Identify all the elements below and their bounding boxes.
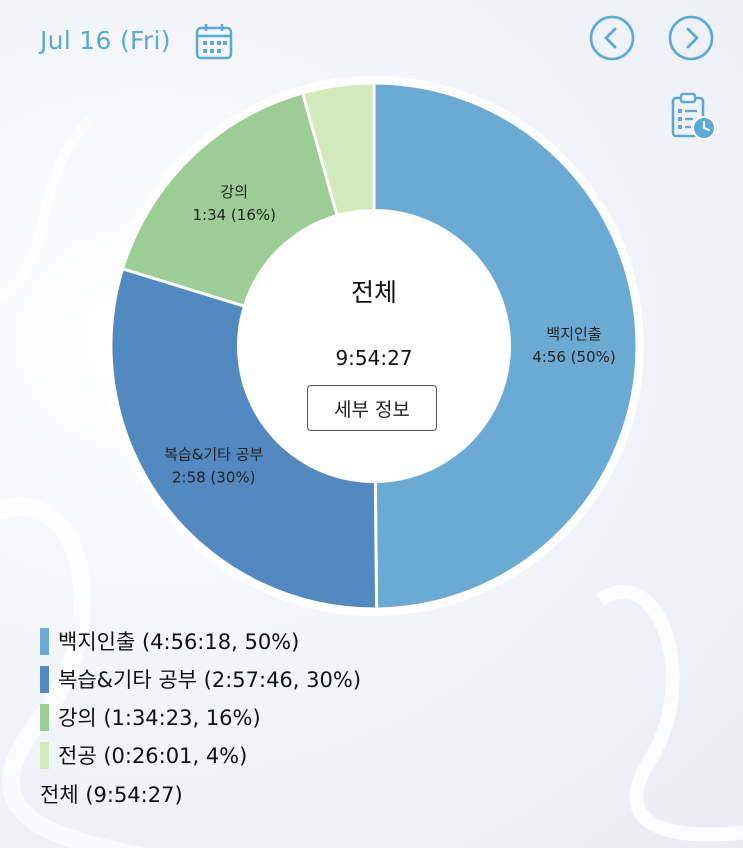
center-total: 9:54:27 bbox=[335, 346, 412, 370]
calendar-icon[interactable] bbox=[194, 22, 234, 62]
legend-total: 전체 (9:54:27) bbox=[40, 783, 183, 807]
slice-label-value-1: 2:58 (30%) bbox=[172, 469, 256, 487]
legend-label-0: 백지인출 (4:56:18, 50%) bbox=[58, 630, 300, 654]
chart-center bbox=[237, 209, 511, 483]
legend-label-3: 전공 (0:26:01, 4%) bbox=[58, 744, 248, 768]
legend: 백지인출 (4:56:18, 50%) 복습&기타 공부 (2:57:46, 30… bbox=[40, 622, 361, 814]
legend-item-0: 백지인출 (4:56:18, 50%) bbox=[40, 622, 361, 660]
legend-swatch-3 bbox=[40, 741, 49, 769]
legend-item-2: 강의 (1:34:23, 16%) bbox=[40, 698, 361, 736]
pie-chart: 전체 9:54:27 백지인출 4:56 (50%) 복습&기타 공부 2:58 (3… bbox=[111, 83, 637, 609]
legend-label-2: 강의 (1:34:23, 16%) bbox=[58, 706, 261, 730]
slice-label-name-2: 강의 bbox=[220, 183, 248, 201]
slice-label-name-1: 복습&기타 공부 bbox=[164, 446, 263, 464]
slice-label-value-2: 1:34 (16%) bbox=[192, 206, 276, 224]
slice-label-value-0: 4:56 (50%) bbox=[532, 348, 616, 366]
legend-item-3: 전공 (0:26:01, 4%) bbox=[40, 736, 361, 774]
legend-item-1: 복습&기타 공부 (2:57:46, 30%) bbox=[40, 660, 361, 698]
legend-label-1: 복습&기타 공부 (2:57:46, 30%) bbox=[58, 668, 362, 692]
date-label[interactable]: Jul 16 (Fri) bbox=[40, 26, 171, 55]
center-title: 전체 bbox=[351, 278, 397, 307]
legend-swatch-0 bbox=[40, 627, 49, 655]
clipboard-clock-icon[interactable] bbox=[668, 90, 718, 142]
slice-label-name-0: 백지인출 bbox=[546, 325, 601, 343]
legend-swatch-1 bbox=[40, 665, 49, 693]
chevron-left-icon[interactable] bbox=[588, 14, 636, 62]
chevron-right-icon[interactable] bbox=[667, 14, 715, 62]
legend-swatch-2 bbox=[40, 703, 49, 731]
detail-button[interactable]: 세부 정보 bbox=[307, 385, 437, 431]
